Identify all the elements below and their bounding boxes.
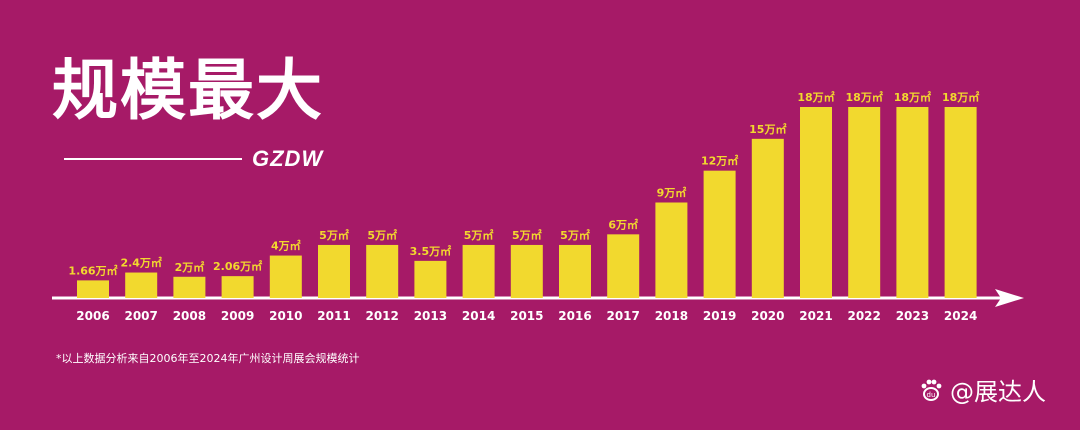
data-label-2024: 18万㎡ [942,90,979,104]
data-label-2010: 4万㎡ [271,239,301,253]
bar-2009 [221,276,254,298]
data-label-2022: 18万㎡ [846,90,883,104]
bar-2010 [269,255,302,298]
data-label-2013: 3.5万㎡ [410,244,452,258]
x-tick-label-2011: 2011 [317,309,350,323]
data-label-2014: 5万㎡ [464,228,494,242]
bar-2020 [751,138,784,298]
data-label-2017: 6万㎡ [608,217,638,231]
data-label-2021: 18万㎡ [797,90,834,104]
bar-2012 [366,244,399,298]
x-tick-label-2009: 2009 [221,309,254,323]
x-tick-label-2017: 2017 [606,309,639,323]
page-title: 规模最大 [52,52,324,129]
data-label-2009: 2.06万㎡ [213,259,262,273]
x-tick-label-2013: 2013 [414,309,447,323]
footnote: *以上数据分析来自2006年至2024年广州设计周展会规模统计 [56,352,360,365]
bar-2007 [125,272,158,298]
x-tick-label-2023: 2023 [896,309,929,323]
x-tick-label-2008: 2008 [173,309,206,323]
bar-2008 [173,276,206,298]
x-tick-label-2015: 2015 [510,309,543,323]
x-tick-label-2021: 2021 [799,309,832,323]
data-label-2019: 12万㎡ [701,154,738,168]
watermark: du @展达人 [918,372,1046,407]
subtitle: GZDW [252,146,324,171]
bar-2022 [848,107,881,298]
x-tick-label-2006: 2006 [76,309,109,323]
bar-2021 [800,107,832,298]
bar-2024 [944,107,977,298]
x-tick-label-2022: 2022 [847,309,880,323]
bar-2017 [607,234,640,298]
data-label-2018: 9万㎡ [657,186,687,200]
x-tick-label-2019: 2019 [703,309,736,323]
title-divider-line [64,158,242,160]
bar-2016 [559,244,591,298]
x-axis-arrow-icon [995,289,1024,307]
bar-2023 [896,107,929,298]
data-label-2016: 5万㎡ [560,228,590,242]
bar-2015 [510,244,543,298]
data-label-2008: 2万㎡ [175,260,205,274]
x-tick-label-2020: 2020 [751,309,784,323]
bar-2014 [462,244,495,298]
data-label-2023: 18万㎡ [894,90,931,104]
data-label-2011: 5万㎡ [319,228,349,242]
x-tick-label-2007: 2007 [124,309,157,323]
x-tick-label-2024: 2024 [944,309,977,323]
data-label-2015: 5万㎡ [512,228,542,242]
bar-2006 [77,280,109,298]
data-label-2006: 1.66万㎡ [68,263,117,277]
svg-text:du: du [927,391,936,399]
x-tick-label-2014: 2014 [462,309,495,323]
data-label-2012: 5万㎡ [367,228,397,242]
x-tick-label-2016: 2016 [558,309,591,323]
paw-icon: du [921,379,942,401]
x-tick-label-2018: 2018 [655,309,688,323]
watermark-text: @展达人 [950,378,1046,406]
x-tick-label-2012: 2012 [365,309,398,323]
bar-2019 [703,170,736,298]
x-tick-label-2010: 2010 [269,309,302,323]
data-label-2020: 15万㎡ [749,122,786,136]
bar-2011 [318,244,350,298]
bar-2013 [414,260,447,298]
data-label-2007: 2.4万㎡ [120,256,162,270]
bar-2018 [655,202,688,298]
